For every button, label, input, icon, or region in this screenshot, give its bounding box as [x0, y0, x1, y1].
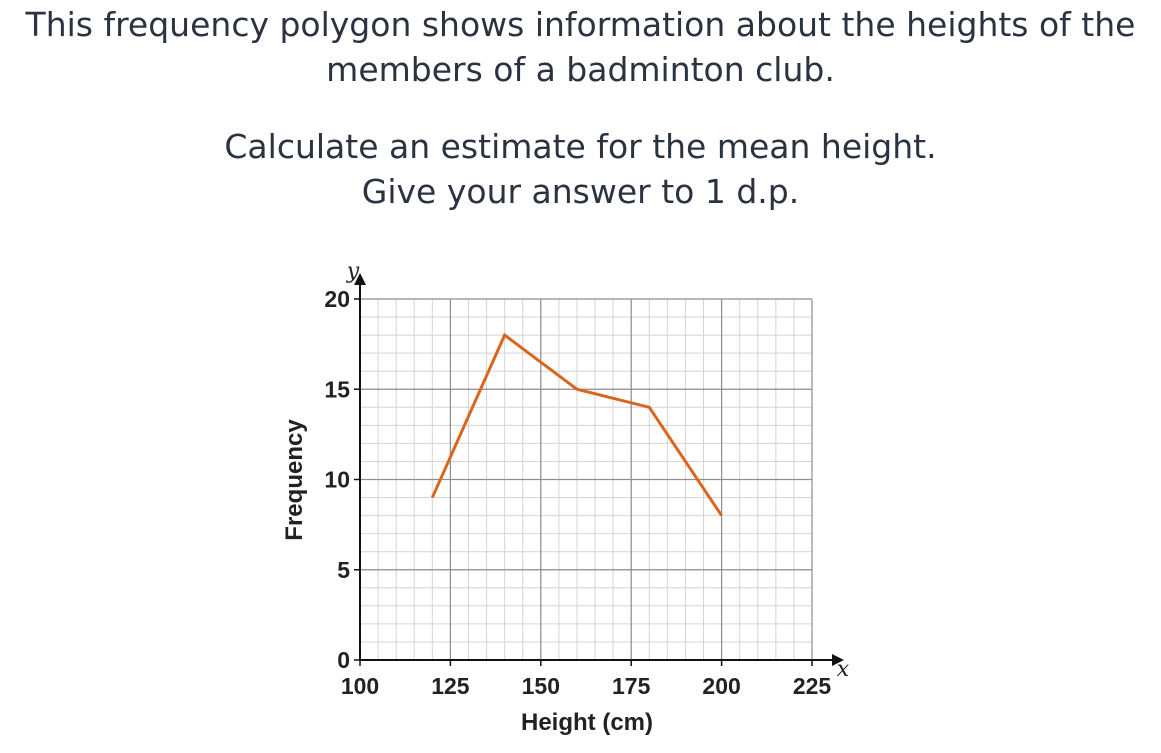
y-axis-variable: y — [346, 259, 360, 284]
x-tick-label: 150 — [522, 673, 560, 699]
axes — [354, 273, 844, 666]
x-tick-label: 125 — [431, 673, 470, 699]
x-tick-label: 200 — [702, 673, 740, 699]
x-tick-label: 100 — [341, 673, 379, 699]
x-axis-variable: x — [837, 657, 850, 682]
x-axis-arrow — [832, 654, 844, 666]
question-line-2: members of a badminton club. — [326, 50, 835, 89]
tick-labels: 100 125 150 175 200 225 0 5 10 15 20 — [324, 286, 831, 699]
y-axis-label: Frequency — [281, 419, 308, 541]
question-line-4: Give your answer to 1 d.p. — [361, 172, 800, 211]
x-tick-label: 225 — [793, 673, 832, 699]
y-tick-label: 10 — [324, 467, 350, 493]
x-tick-label: 175 — [612, 673, 651, 699]
x-axis-label: Height (cm) — [521, 709, 653, 736]
question-line-3: Calculate an estimate for the mean heigh… — [224, 127, 937, 166]
y-axis-arrow — [354, 273, 366, 285]
question-line-1: This frequency polygon shows information… — [25, 5, 1136, 44]
series-layer — [430, 332, 723, 517]
y-tick-label: 20 — [324, 286, 350, 312]
y-tick-label: 15 — [324, 376, 350, 402]
y-tick-label: 5 — [337, 557, 350, 583]
y-tick-label: 0 — [337, 647, 350, 673]
